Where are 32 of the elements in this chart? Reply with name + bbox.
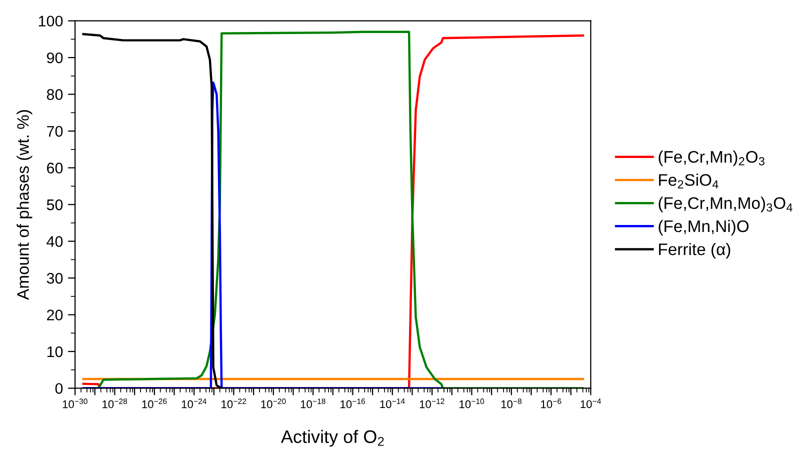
x-tick-label: 10$^{−22}$: [222, 398, 246, 408]
x-tick-label: 10$^{−28}$: [102, 398, 128, 408]
x-tick-label: 10$^{−12}$: [420, 398, 444, 408]
y-tick-label: 0: [55, 383, 63, 394]
legend-label: (Fe,Cr,Mn,Mo)$_{3}$O$_{4}$: [658, 196, 792, 212]
x-tick-label: 10$^{−26}$: [142, 398, 167, 408]
legend-label: Fe$_{2}$SiO$_{4}$: [659, 174, 718, 188]
y-tick-label: 50: [46, 199, 63, 210]
y-tick-label: 100: [38, 16, 63, 27]
x-tick-label: 10$^{−8}$: [501, 398, 522, 408]
y-tick-label: 20: [47, 310, 63, 320]
y-tick-label: 10: [47, 346, 63, 358]
legend-label: (Fe,Mn,Ni)O: [658, 220, 749, 236]
y-axis-title: Amount of phases (wt. %): [16, 110, 32, 300]
x-tick-label: 10$^{−18}$: [300, 398, 326, 408]
y-tick-label: 80: [46, 89, 63, 100]
x-tick-label: 10$^{−10}$: [460, 398, 484, 408]
legend-label: (Fe,Cr,Mn)$_{2}$O$_{3}$: [658, 150, 764, 166]
x-tick-label: 10$^{−16}$: [340, 398, 366, 408]
y-tick-label: 60: [47, 162, 63, 174]
x-tick-label: 10$^{−30}$: [62, 398, 88, 408]
x-tick-label: 10$^{−24}$: [182, 398, 206, 408]
y-tick-label: 40: [46, 236, 63, 247]
y-tick-label: 30: [46, 272, 63, 284]
x-axis-title: Activity of O$_{2}$: [280, 430, 384, 447]
y-tick-label: 90: [46, 52, 63, 64]
x-tick-label: 10$^{−20}$: [261, 398, 286, 408]
x-tick-label: 10$^{−4}$: [580, 398, 601, 408]
y-tick-label: 70: [47, 126, 63, 137]
x-tick-label: 10$^{−6}$: [541, 398, 562, 408]
x-tick-label: 10$^{−14}$: [380, 398, 405, 408]
legend-label: Ferrite (α): [659, 242, 730, 258]
